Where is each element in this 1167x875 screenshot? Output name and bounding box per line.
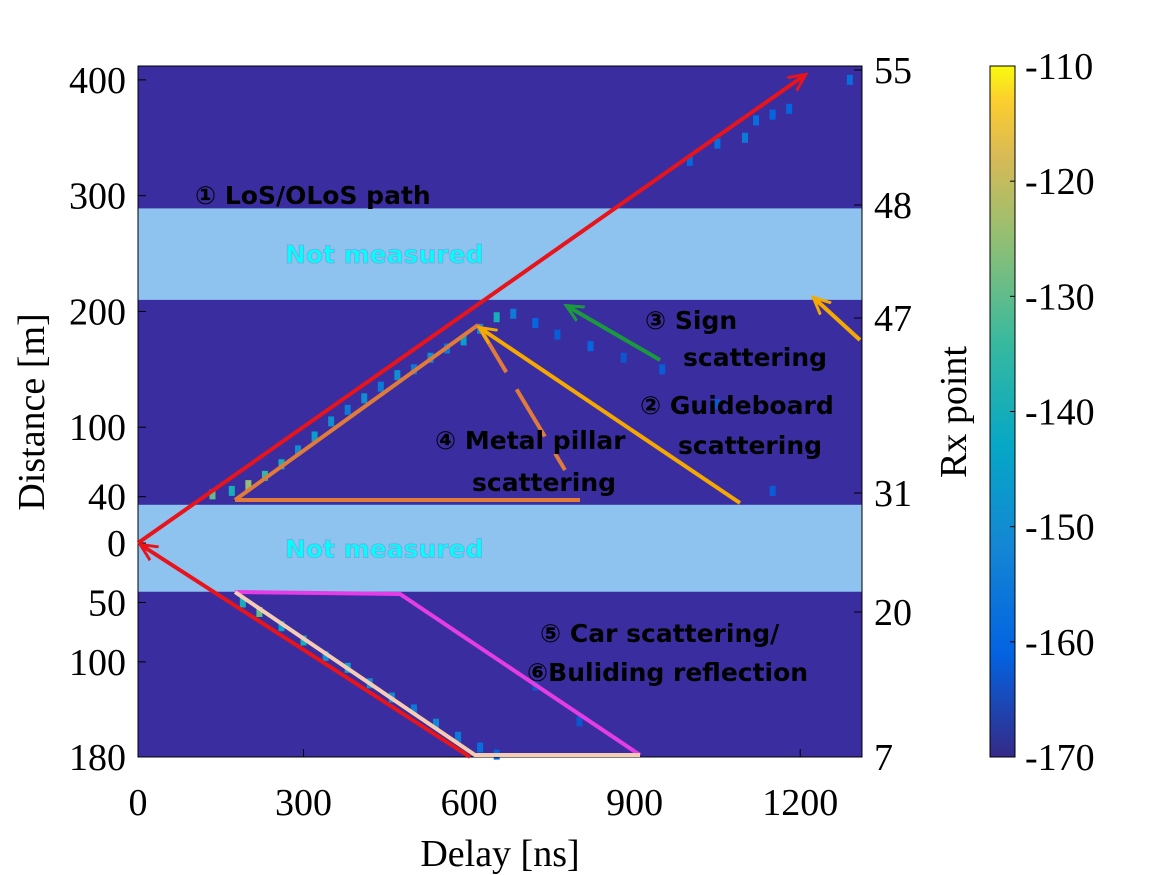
not-measured-band bbox=[138, 504, 862, 592]
heat-cell bbox=[245, 480, 252, 491]
sign-arrow-2 bbox=[814, 298, 862, 342]
heat-cell bbox=[455, 731, 462, 742]
heat-cell bbox=[576, 716, 583, 727]
annotation: ② Guideboard bbox=[640, 391, 834, 420]
not-measured-band bbox=[138, 208, 862, 300]
annotation: scattering bbox=[678, 431, 822, 460]
x-tick-label: 600 bbox=[441, 782, 498, 824]
y2-axis-label: Rx point bbox=[933, 346, 975, 478]
heat-cell bbox=[361, 393, 368, 404]
heat-cell bbox=[714, 138, 721, 149]
car-line bbox=[233, 590, 640, 757]
y-tick-label: 180 bbox=[69, 737, 126, 779]
colorbar-tick-label: -110 bbox=[1025, 46, 1093, 88]
y-tick-label: 50 bbox=[88, 582, 126, 624]
plot-area: Not measured Not measured bbox=[138, 66, 862, 760]
y2-tick-label: 48 bbox=[874, 185, 912, 227]
y2-tick-label: 47 bbox=[874, 298, 912, 340]
y-tick-label: 100 bbox=[69, 642, 126, 684]
y-tick-label: 40 bbox=[88, 477, 126, 519]
heat-cell bbox=[410, 704, 417, 715]
x-axis-label: Delay [ns] bbox=[420, 833, 579, 875]
heat-cell bbox=[769, 485, 776, 496]
heat-cell bbox=[714, 399, 721, 410]
heat-cell bbox=[477, 742, 484, 753]
heat-cell bbox=[256, 606, 263, 617]
heat-cell bbox=[328, 416, 335, 427]
heat-cell bbox=[510, 308, 517, 319]
annotation: scattering bbox=[472, 468, 616, 497]
y2-tick-label: 20 bbox=[874, 592, 912, 634]
annotations: ① LoS/OLoS path ③ Sign scattering ② Guid… bbox=[136, 75, 862, 759]
annotation: ① LoS/OLoS path bbox=[195, 181, 431, 210]
heat-cell bbox=[460, 335, 467, 346]
y-tick-label: 0 bbox=[107, 523, 126, 565]
heat-cell bbox=[295, 445, 302, 456]
x-tick-label: 900 bbox=[606, 782, 663, 824]
annotation: ④ Metal pillar bbox=[435, 426, 626, 455]
annotation: ③ Sign bbox=[645, 306, 737, 335]
heat-cell bbox=[344, 404, 351, 415]
heat-cell bbox=[532, 318, 539, 329]
y2-tick-label: 31 bbox=[874, 473, 912, 515]
y-tick-label: 300 bbox=[69, 176, 126, 218]
guideboard-arrow bbox=[480, 328, 742, 505]
heat-cell bbox=[753, 115, 760, 126]
annotation: scattering bbox=[683, 343, 827, 372]
y-tick-label: 200 bbox=[69, 291, 126, 333]
y-tick-label: 100 bbox=[69, 407, 126, 449]
heat-cell bbox=[587, 341, 594, 352]
annotation: ⑤ Car scattering/ bbox=[540, 619, 780, 648]
heat-cell bbox=[261, 470, 268, 481]
heat-cell bbox=[228, 485, 235, 496]
heat-cell bbox=[311, 431, 318, 442]
colorbar-tick-label: -160 bbox=[1025, 622, 1095, 664]
heat-cell bbox=[377, 381, 384, 392]
colorbar-tick-label: -170 bbox=[1025, 737, 1095, 779]
heat-cell bbox=[554, 329, 561, 340]
heat-cell bbox=[659, 364, 666, 375]
band-label: Not measured bbox=[285, 534, 484, 563]
los-arrow bbox=[136, 75, 805, 545]
building-line bbox=[234, 590, 642, 757]
heat-cell bbox=[769, 109, 776, 120]
y2-tick-label: 7 bbox=[874, 737, 893, 779]
colorbar-tick-label: -140 bbox=[1025, 392, 1095, 434]
los-arrow-lower bbox=[141, 545, 472, 759]
colorbar-tick-label: -150 bbox=[1025, 507, 1095, 549]
heat-cell bbox=[686, 155, 693, 166]
heat-cell bbox=[239, 597, 246, 608]
sign-arrow bbox=[567, 306, 662, 362]
plot-background bbox=[138, 66, 862, 757]
x-tick-label: 300 bbox=[275, 782, 332, 824]
x-tick-label: 0 bbox=[129, 782, 148, 824]
heat-cell bbox=[742, 132, 749, 143]
heat-cell bbox=[493, 312, 500, 323]
y-axis-label: Distance [m] bbox=[11, 313, 53, 510]
annotation: ⑥Buliding reflection bbox=[527, 658, 808, 687]
x-tick-label: 1200 bbox=[762, 782, 838, 824]
colorbar-tick-label: -130 bbox=[1025, 276, 1095, 318]
heat-cell bbox=[846, 74, 853, 85]
heat-cell bbox=[278, 621, 285, 632]
heat-cell bbox=[786, 103, 793, 114]
colorbar-tick-label: -120 bbox=[1025, 161, 1095, 203]
heat-cell bbox=[432, 718, 439, 729]
pillar-dash bbox=[476, 323, 567, 472]
heat-cell bbox=[394, 370, 401, 381]
y-tick-label: 400 bbox=[69, 60, 126, 102]
y2-tick-label: 55 bbox=[874, 50, 912, 92]
heat-cell bbox=[620, 352, 627, 363]
pillar-line bbox=[233, 323, 480, 502]
heat-cell bbox=[209, 489, 216, 500]
band-label: Not measured bbox=[285, 240, 484, 269]
